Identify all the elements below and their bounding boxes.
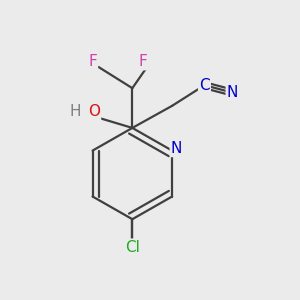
Text: F: F [88,54,97,69]
Text: O: O [88,104,100,119]
Text: C: C [199,78,210,93]
Text: N: N [227,85,238,100]
Text: Cl: Cl [125,240,140,255]
Text: F: F [138,54,147,69]
Text: N: N [171,141,182,156]
Text: H: H [69,103,81,118]
